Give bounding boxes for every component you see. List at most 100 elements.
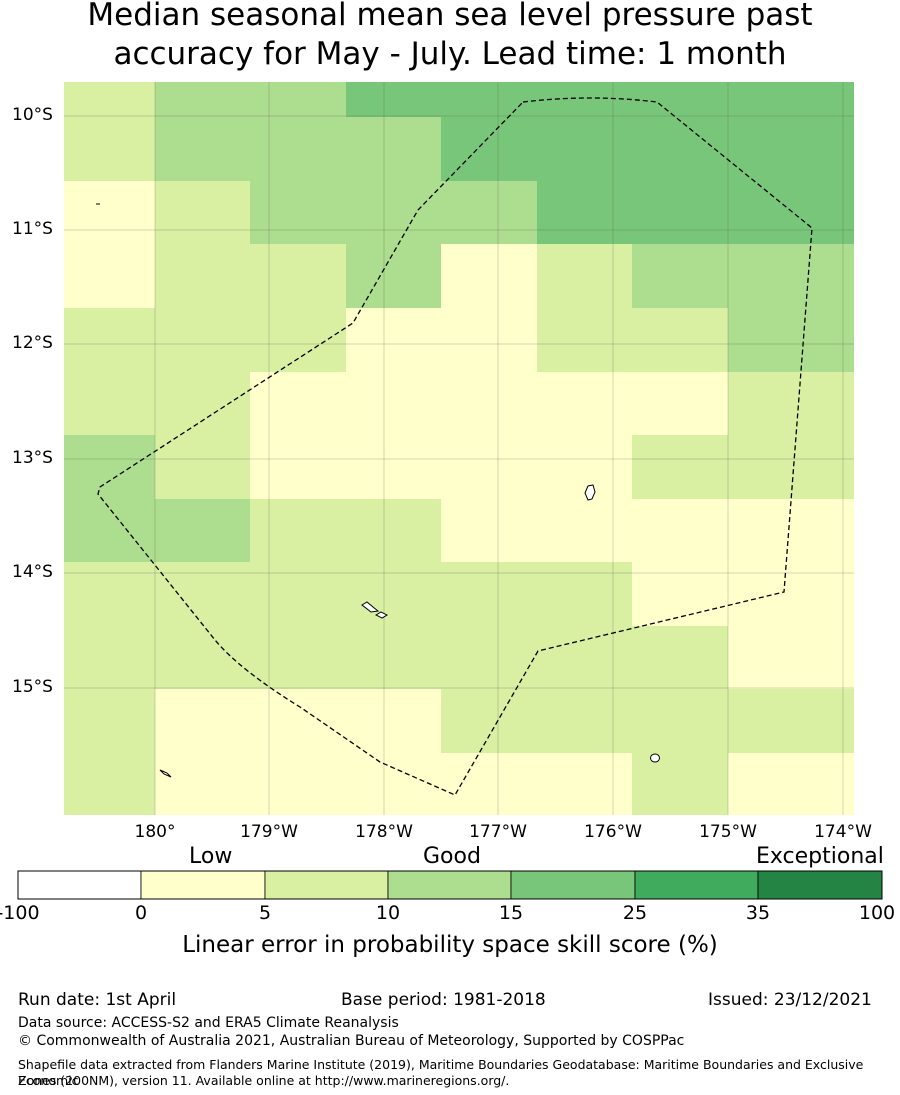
skill-cell <box>441 82 537 117</box>
island-southwest <box>159 769 172 778</box>
skill-cell <box>250 244 346 308</box>
skill-cell <box>346 689 441 753</box>
skill-cell <box>728 499 854 562</box>
colorbar-tick-label: 25 <box>622 902 648 924</box>
skill-cell <box>346 244 441 308</box>
longitude-label: 179°W <box>240 822 298 842</box>
skill-cell <box>632 435 728 499</box>
skill-cell <box>346 117 441 181</box>
skill-cell <box>537 562 632 626</box>
skill-cell <box>537 372 632 435</box>
longitude-label: 180° <box>134 822 176 842</box>
skill-cell <box>155 753 250 815</box>
skill-cell <box>64 244 155 308</box>
skill-cell <box>250 435 346 499</box>
skill-cell <box>155 244 250 308</box>
colorbar-caption-good: Good <box>423 844 481 869</box>
base-period: Base period: 1981-2018 <box>341 990 546 1010</box>
skill-cell <box>537 82 632 117</box>
skill-cell <box>250 689 346 753</box>
skill-cell <box>632 753 728 815</box>
skill-cell <box>250 308 346 372</box>
skill-cell <box>728 753 854 815</box>
skill-cell <box>155 689 250 753</box>
eez-boundary <box>97 97 813 796</box>
island-south <box>650 753 660 763</box>
skill-cell <box>155 562 250 626</box>
skill-cell <box>64 753 155 815</box>
skill-cell <box>64 435 155 499</box>
longitude-label: 176°W <box>584 822 642 842</box>
colorbar-caption-exceptional: Exceptional <box>756 844 884 869</box>
skill-cell <box>64 499 155 562</box>
skill-cell <box>346 626 441 689</box>
latitude-label: 11°S <box>12 219 53 239</box>
skill-cell <box>441 244 537 308</box>
colorbar-title: Linear error in probability space skill … <box>182 932 718 958</box>
skill-cell <box>441 117 537 181</box>
skill-cell <box>250 181 346 244</box>
shapefile-credit-line-2: Zones (200NM), version 11. Available onl… <box>18 1073 510 1088</box>
colorbar-tick-label: 15 <box>498 902 524 924</box>
skill-cell <box>155 82 250 117</box>
skill-cell <box>728 372 854 435</box>
skill-cell <box>537 308 632 372</box>
skill-cell <box>250 499 346 562</box>
colorbar-segment <box>140 870 266 900</box>
copyright: © Commonwealth of Australia 2021, Austra… <box>18 1033 685 1049</box>
skill-cell <box>632 689 728 753</box>
skill-cell <box>64 562 155 626</box>
skill-cell <box>346 562 441 626</box>
latitude-label: 12°S <box>12 333 53 353</box>
colorbar-tick-label: 100 <box>858 902 896 924</box>
skill-cell <box>250 562 346 626</box>
skill-cell <box>346 499 441 562</box>
skill-cell <box>441 181 537 244</box>
latitude-label: 15°S <box>12 677 53 697</box>
colorbar-caption-low: Low <box>189 844 233 869</box>
skill-cell <box>632 626 728 689</box>
graticule <box>64 82 854 815</box>
skill-cell <box>728 435 854 499</box>
skill-cell <box>537 689 632 753</box>
skill-cell <box>155 308 250 372</box>
longitude-label: 177°W <box>469 822 527 842</box>
map-title: Median seasonal mean sea level pressure … <box>0 0 900 74</box>
skill-cell <box>537 244 632 308</box>
skill-cell <box>64 308 155 372</box>
skill-cell <box>441 435 537 499</box>
colorbar-segment <box>757 870 883 900</box>
skill-cell <box>441 689 537 753</box>
shapefile-credit-line-1: Shapefile data extracted from Flanders M… <box>18 1057 864 1088</box>
skill-cell <box>155 499 250 562</box>
skill-cell <box>441 753 537 815</box>
colorbar-segment <box>387 870 512 900</box>
map-title-line-2: accuracy for May - July. Lead time: 1 mo… <box>113 36 787 72</box>
skill-cell <box>537 181 632 244</box>
skill-cell <box>155 181 250 244</box>
colorbar <box>17 870 883 900</box>
skill-cell <box>728 82 854 117</box>
skill-cell <box>346 435 441 499</box>
skill-cell <box>346 372 441 435</box>
run-date: Run date: 1st April <box>18 990 177 1010</box>
colorbar-segment <box>510 870 636 900</box>
skill-cell <box>537 753 632 815</box>
longitude-label: 175°W <box>699 822 757 842</box>
skill-cell <box>537 626 632 689</box>
longitude-label: 174°W <box>814 822 872 842</box>
skill-cell <box>441 626 537 689</box>
latitude-label: 10°S <box>12 105 53 125</box>
skill-cell <box>537 499 632 562</box>
skill-cell <box>155 117 250 181</box>
map-title-line-1: Median seasonal mean sea level pressure … <box>87 0 813 33</box>
latitude-label: 13°S <box>12 448 53 468</box>
colorbar-tick-label: 0 <box>134 902 148 924</box>
skill-cell <box>728 308 854 372</box>
skill-cell <box>64 82 155 117</box>
skill-cell <box>441 562 537 626</box>
issued-date: Issued: 23/12/2021 <box>708 990 872 1010</box>
colorbar-segment <box>264 870 389 900</box>
skill-cell <box>632 372 728 435</box>
